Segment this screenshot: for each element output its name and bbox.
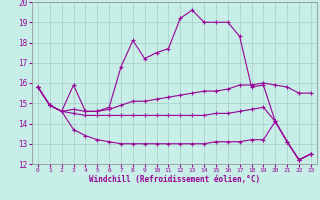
X-axis label: Windchill (Refroidissement éolien,°C): Windchill (Refroidissement éolien,°C) [89,175,260,184]
